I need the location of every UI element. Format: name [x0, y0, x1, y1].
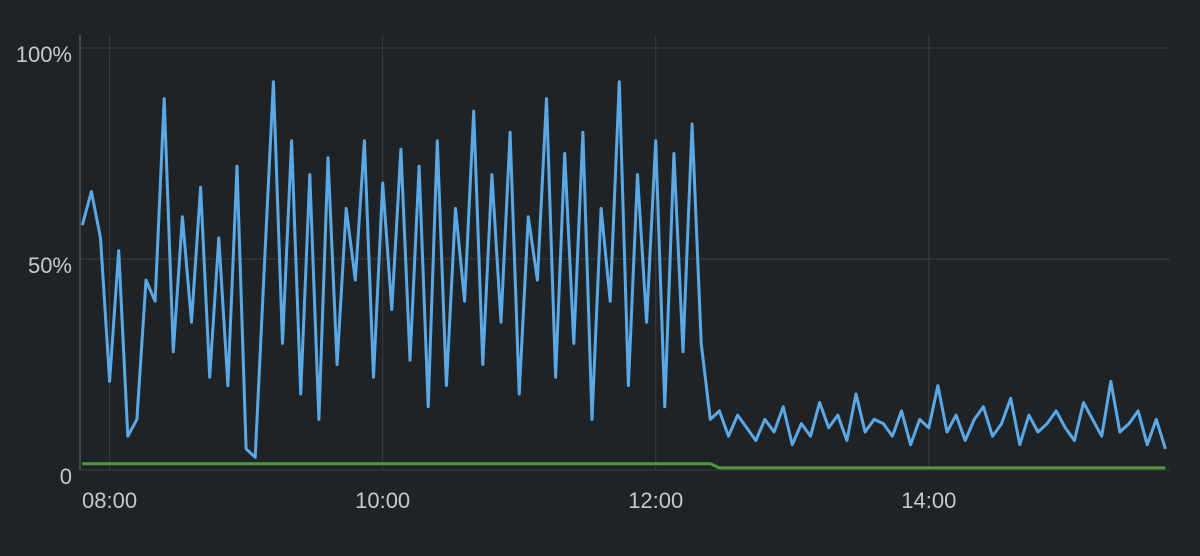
y-tick-label: 100%: [16, 42, 72, 67]
line-series: [82, 462, 1166, 470]
y-tick-label: 50%: [28, 253, 72, 278]
x-tick-label: 10:00: [355, 488, 410, 513]
line-series: [80, 80, 1167, 459]
x-tick-label: 14:00: [901, 488, 956, 513]
y-tick-label: 0: [60, 464, 72, 489]
x-tick-label: 08:00: [82, 488, 137, 513]
x-tick-label: 12:00: [628, 488, 683, 513]
